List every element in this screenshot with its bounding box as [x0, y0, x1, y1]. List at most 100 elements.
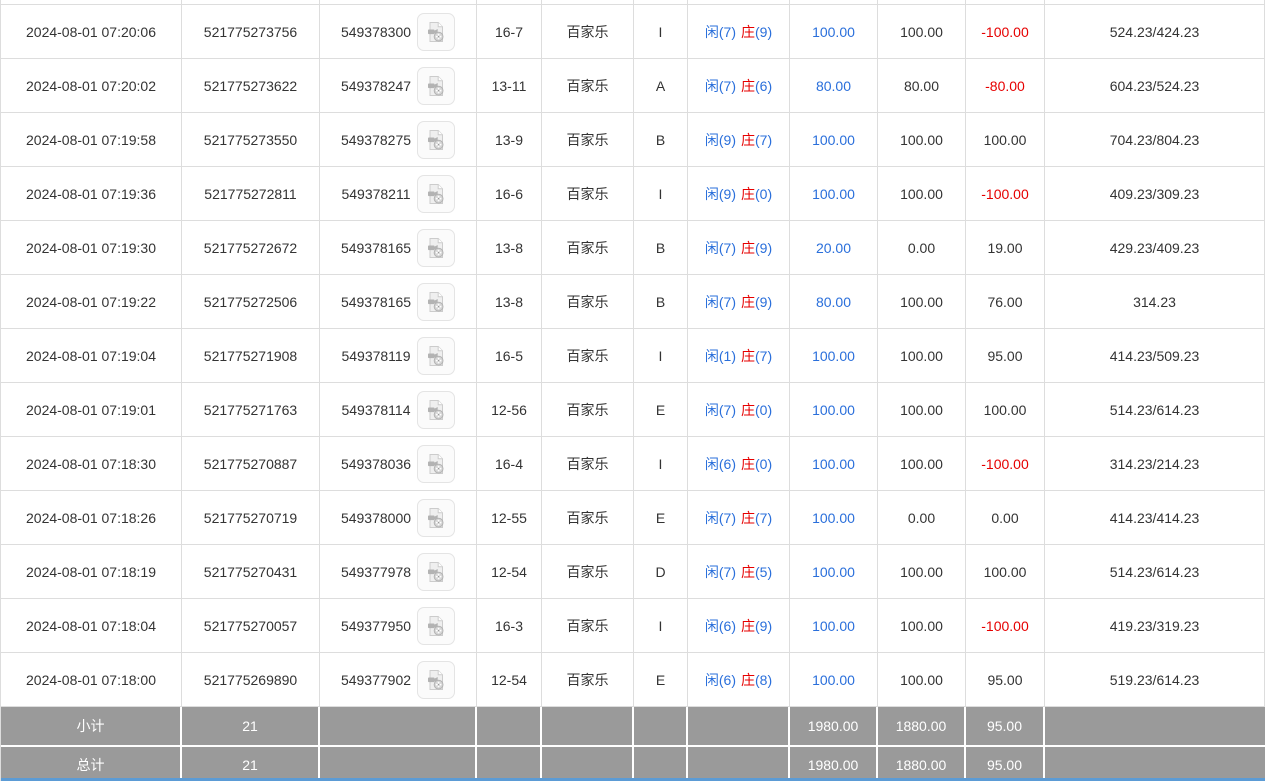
bet-amount-cell: 100.00	[790, 437, 878, 490]
video-file-icon	[428, 129, 444, 150]
player-result: 闲(9)	[704, 131, 736, 148]
banker-points: (9)	[755, 293, 773, 310]
win-loss: 95.00	[966, 329, 1045, 382]
video-file-icon	[428, 561, 444, 582]
video-file-icon	[428, 669, 444, 690]
bet-amount-link[interactable]: 100.00	[812, 617, 855, 634]
bet-amount-link[interactable]: 100.00	[812, 347, 855, 364]
video-replay-button[interactable]	[417, 498, 456, 537]
bet-amount-link[interactable]: 80.00	[815, 77, 852, 94]
valid-amount: 100.00	[878, 545, 966, 598]
valid-amount: 100.00	[878, 275, 966, 328]
balance: 419.23/319.23	[1045, 599, 1265, 652]
round-id-cell: 549378300	[320, 5, 477, 58]
table-row: 2024-08-01 07:19:58 521775273550 5493782…	[1, 113, 1265, 167]
table-row: 2024-08-01 07:18:30 521775270887 5493780…	[1, 437, 1265, 491]
banker-label: 庄	[741, 347, 755, 364]
balance: 429.23/409.23	[1045, 221, 1265, 274]
balance: 514.23/614.23	[1045, 545, 1265, 598]
valid-amount: 80.00	[878, 59, 966, 112]
video-file-icon	[427, 345, 444, 366]
round-id: 549378000	[340, 509, 412, 526]
video-replay-button[interactable]	[417, 606, 456, 645]
valid-amount: 0.00	[878, 221, 966, 274]
bet-amount-cell: 100.00	[790, 599, 878, 652]
bet-amount-link[interactable]: 100.00	[812, 509, 855, 526]
win-loss: 0.00	[966, 491, 1045, 544]
game-result: 闲(6) 庄 (0)	[688, 437, 790, 490]
banker-points: (7)	[755, 131, 773, 148]
bet-id: 521775273622	[182, 59, 320, 112]
player-result: 闲(6)	[704, 455, 736, 472]
game-result: 闲(7) 庄 (6)	[688, 59, 790, 112]
player-result: 闲(7)	[704, 401, 736, 418]
bet-amount-link[interactable]: 100.00	[812, 563, 855, 580]
bet-option-letter: A	[634, 59, 688, 112]
bet-id: 521775271908	[182, 329, 320, 382]
pagination-divider-line	[1, 778, 1265, 781]
round-id: 549378036	[340, 455, 412, 472]
video-replay-button[interactable]	[417, 552, 456, 591]
balance: 414.23/509.23	[1045, 329, 1265, 382]
video-replay-button[interactable]	[416, 390, 455, 429]
game-type: 百家乐	[542, 491, 634, 544]
bet-id: 521775271763	[182, 383, 320, 436]
table-row: 2024-08-01 07:19:36 521775272811 5493782…	[1, 167, 1265, 221]
game-result: 闲(7) 庄 (9)	[688, 221, 790, 274]
balance: 519.23/614.23	[1045, 653, 1265, 706]
game-type: 百家乐	[542, 5, 634, 58]
win-loss: -100.00	[966, 599, 1045, 652]
bet-option-letter: E	[634, 491, 688, 544]
banker-points: (9)	[755, 23, 773, 40]
video-file-icon	[428, 237, 444, 258]
bet-time: 2024-08-01 07:19:22	[1, 275, 182, 328]
bet-amount-link[interactable]: 20.00	[815, 239, 852, 256]
game-type: 百家乐	[542, 383, 634, 436]
banker-points: (7)	[755, 347, 773, 364]
game-type: 百家乐	[542, 437, 634, 490]
video-replay-button[interactable]	[417, 228, 456, 267]
video-replay-button[interactable]	[416, 336, 455, 375]
total-valid: 1880.00	[878, 745, 966, 781]
subtotal-valid: 1880.00	[878, 707, 966, 745]
video-replay-button[interactable]	[417, 282, 456, 321]
video-replay-button[interactable]	[417, 12, 456, 51]
total-count: 21	[182, 745, 320, 781]
bet-amount-link[interactable]: 100.00	[812, 185, 855, 202]
balance: 409.23/309.23	[1045, 167, 1265, 220]
bet-id: 521775270719	[182, 491, 320, 544]
video-replay-button[interactable]	[417, 444, 456, 483]
bet-option-letter: I	[634, 167, 688, 220]
bet-amount-cell: 100.00	[790, 491, 878, 544]
bet-option-letter: I	[634, 599, 688, 652]
bet-amount-cell: 100.00	[790, 329, 878, 382]
bet-amount-link[interactable]: 80.00	[815, 293, 852, 310]
video-file-icon	[427, 399, 444, 420]
bet-amount-link[interactable]: 100.00	[812, 401, 855, 418]
grand-total-row: 总计 21 1980.00 1880.00 95.00	[1, 745, 1265, 781]
game-type: 百家乐	[542, 653, 634, 706]
bet-amount-link[interactable]: 100.00	[812, 23, 855, 40]
video-file-icon	[428, 615, 444, 636]
subtotal-label: 小计	[1, 707, 182, 745]
video-file-icon	[428, 75, 444, 96]
table-row: 2024-08-01 07:20:06 521775273756 5493783…	[1, 5, 1265, 59]
table-row: 2024-08-01 07:19:04 521775271908 5493781…	[1, 329, 1265, 383]
video-replay-button[interactable]	[417, 120, 456, 159]
table-round: 13-11	[477, 59, 542, 112]
round-id-cell: 549378119	[320, 329, 477, 382]
round-id: 549378275	[340, 131, 412, 148]
valid-amount: 100.00	[878, 167, 966, 220]
video-replay-button[interactable]	[416, 174, 455, 213]
round-id: 549378165	[340, 239, 412, 256]
subtotal-winloss: 95.00	[966, 707, 1045, 745]
bet-amount-cell: 100.00	[790, 653, 878, 706]
valid-amount: 100.00	[878, 653, 966, 706]
bet-amount-link[interactable]: 100.00	[812, 131, 855, 148]
bet-amount-link[interactable]: 100.00	[812, 455, 855, 472]
bet-amount-link[interactable]: 100.00	[812, 671, 855, 688]
player-result: 闲(1)	[704, 347, 736, 364]
video-replay-button[interactable]	[417, 66, 456, 105]
video-replay-button[interactable]	[417, 660, 456, 699]
